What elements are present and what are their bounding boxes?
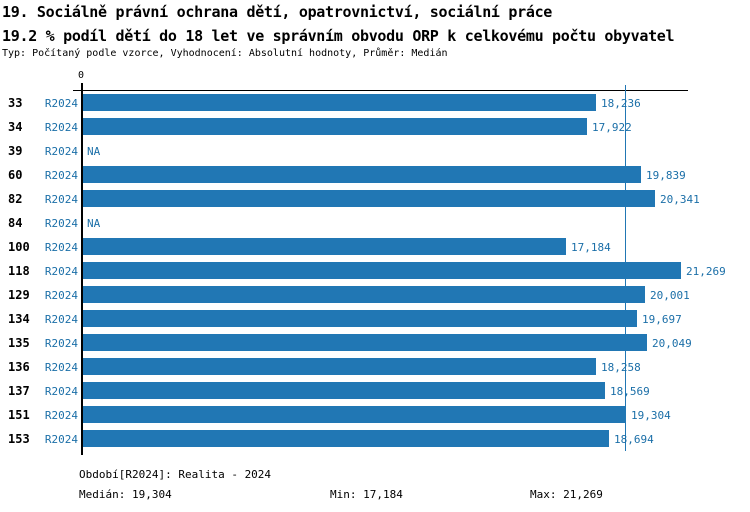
bar-value-label: 18,258 xyxy=(601,361,641,374)
bar xyxy=(83,334,647,351)
bar xyxy=(83,190,655,207)
bar-value-label: 20,049 xyxy=(652,337,692,350)
row-series-label: R2024 xyxy=(44,97,78,110)
row-category-label: 135 xyxy=(8,336,30,350)
bar xyxy=(83,358,596,375)
bar-value-label: 20,001 xyxy=(650,289,690,302)
bar-value-label: 21,269 xyxy=(686,265,726,278)
bar xyxy=(83,166,641,183)
row-series-label: R2024 xyxy=(44,337,78,350)
row-series-label: R2024 xyxy=(44,385,78,398)
footer-max-label: Max: 21,269 xyxy=(530,488,603,501)
footer-median-label: Medián: 19,304 xyxy=(79,488,172,501)
footer-period-label: Období[R2024]: Realita - 2024 xyxy=(79,468,272,481)
row-series-label: R2024 xyxy=(44,289,78,302)
bar-value-label: 20,341 xyxy=(660,193,700,206)
bar xyxy=(83,382,605,399)
row-category-label: 118 xyxy=(8,264,30,278)
y-axis-line xyxy=(81,83,83,455)
row-category-label: 82 xyxy=(8,192,23,206)
x-axis-line xyxy=(73,90,688,91)
row-category-label: 84 xyxy=(8,216,23,230)
row-category-label: 134 xyxy=(8,312,30,326)
bar xyxy=(83,430,609,447)
row-category-label: 34 xyxy=(8,120,23,134)
row-category-label: 153 xyxy=(8,432,30,446)
bar xyxy=(83,286,645,303)
bar-value-label: 17,184 xyxy=(571,241,611,254)
row-series-label: R2024 xyxy=(44,433,78,446)
bar-value-label: 17,922 xyxy=(592,121,632,134)
na-label: NA xyxy=(87,217,101,230)
row-category-label: 136 xyxy=(8,360,30,374)
row-series-label: R2024 xyxy=(44,145,78,158)
bar xyxy=(83,310,637,327)
bar-value-label: 19,839 xyxy=(646,169,686,182)
x-axis-zero-tick: 0 xyxy=(77,70,85,81)
row-series-label: R2024 xyxy=(44,409,78,422)
row-series-label: R2024 xyxy=(44,217,78,230)
bar-value-label: 18,236 xyxy=(601,97,641,110)
bar-value-label: 18,694 xyxy=(614,433,654,446)
row-category-label: 129 xyxy=(8,288,30,302)
row-series-label: R2024 xyxy=(44,241,78,254)
bar xyxy=(83,94,596,111)
indicator-meta: Typ: Počítaný podle vzorce, Vyhodnocení:… xyxy=(2,48,448,59)
row-series-label: R2024 xyxy=(44,265,78,278)
row-category-label: 100 xyxy=(8,240,30,254)
row-series-label: R2024 xyxy=(44,361,78,374)
row-series-label: R2024 xyxy=(44,121,78,134)
indicator-subtitle: 19.2 % podíl dětí do 18 let ve správním … xyxy=(2,27,675,45)
bar-value-label: 18,569 xyxy=(610,385,650,398)
na-label: NA xyxy=(87,145,101,158)
row-series-label: R2024 xyxy=(44,313,78,326)
row-series-label: R2024 xyxy=(44,169,78,182)
bar-value-label: 19,697 xyxy=(642,313,682,326)
row-category-label: 137 xyxy=(8,384,30,398)
footer-min-label: Min: 17,184 xyxy=(330,488,403,501)
bar xyxy=(83,262,681,279)
row-category-label: 60 xyxy=(8,168,23,182)
bar xyxy=(83,238,566,255)
row-category-label: 33 xyxy=(8,96,23,110)
bar-value-label: 19,304 xyxy=(631,409,671,422)
bar xyxy=(83,118,587,135)
row-category-label: 151 xyxy=(8,408,30,422)
page-title: 19. Sociálně právní ochrana dětí, opatro… xyxy=(2,3,553,21)
row-category-label: 39 xyxy=(8,144,23,158)
row-series-label: R2024 xyxy=(44,193,78,206)
bar xyxy=(83,406,626,423)
